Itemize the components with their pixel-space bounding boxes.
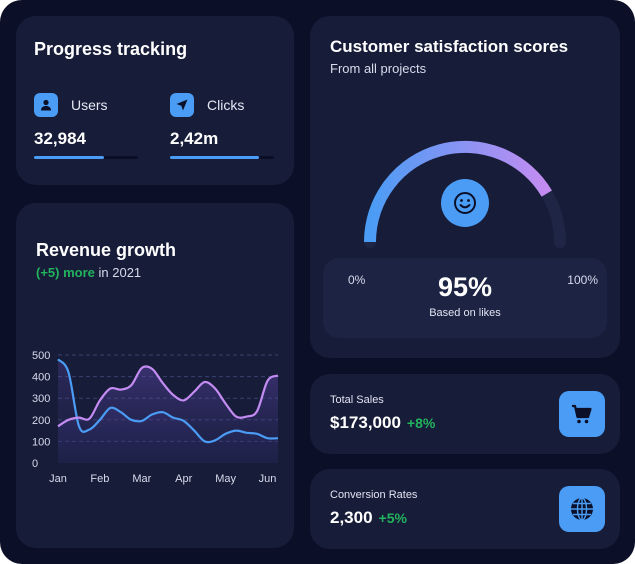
series-line-blue: [57, 358, 279, 444]
series-line-purple: [57, 365, 279, 428]
metric-label: Clicks: [207, 97, 245, 113]
y-tick-label: 300: [32, 393, 50, 405]
stat-change: +8%: [406, 415, 436, 431]
metric-value: 32,984: [34, 129, 86, 148]
cursor-arrow-icon: [170, 93, 194, 117]
stat-amount: 2,300: [330, 508, 373, 527]
cart-icon: [559, 391, 605, 437]
progress-tracking-card: Progress tracking Users 32,984 Clicks 2: [16, 16, 294, 185]
x-tick-label: May: [215, 473, 236, 485]
satisfaction-gauge: [364, 140, 566, 248]
revenue-line-chart: 500 400 300 200 100 0 Jan Feb Mar Apr May Jun: [32, 350, 279, 485]
metric-label: Users: [71, 97, 108, 113]
stat-label: Conversion Rates: [330, 489, 418, 501]
y-tick-label: 100: [32, 436, 50, 448]
total-sales-card: Total Sales $173,000 +8%: [310, 374, 620, 454]
metric-value: 2,42m: [170, 129, 219, 148]
score-panel: 0% 100% 95% Based on likes: [323, 258, 607, 338]
card-title: Progress tracking: [34, 39, 188, 59]
y-tick-label: 200: [32, 415, 50, 427]
gauge-min-label: 0%: [348, 273, 366, 287]
progress-bar: [170, 156, 274, 159]
user-icon: [34, 93, 58, 117]
card-title: Customer satisfaction scores: [330, 37, 569, 56]
score-note: Based on likes: [429, 307, 501, 319]
gauge-max-label: 100%: [567, 273, 598, 287]
card-title: Revenue growth: [36, 240, 177, 260]
y-tick-label: 0: [32, 458, 38, 470]
progress-fill: [34, 156, 104, 159]
progress-bar: [34, 156, 138, 159]
conversion-rates-card: Conversion Rates 2,300 +5%: [310, 469, 620, 549]
x-tick-label: Jan: [49, 473, 67, 485]
stat-value: $173,000 +8%: [330, 413, 435, 433]
x-tick-label: Apr: [175, 473, 192, 485]
stat-label: Total Sales: [330, 394, 384, 406]
y-tick-label: 500: [32, 350, 50, 362]
card-subtitle: From all projects: [330, 61, 427, 76]
stat-amount: $173,000: [330, 413, 401, 432]
y-tick-label: 400: [32, 372, 50, 384]
customer-satisfaction-card: Customer satisfaction scores From all pr…: [310, 16, 620, 358]
revenue-subtitle: (+5) more in 2021: [36, 265, 141, 280]
stat-value: 2,300 +5%: [330, 508, 407, 528]
gauge-value-arc: [364, 140, 552, 243]
revenue-growth-card: Revenue growth (+5) more in 2021 500 400 3…: [16, 203, 294, 548]
x-tick-label: Feb: [90, 473, 109, 485]
revenue-period: in 2021: [98, 265, 142, 280]
x-tick-label: Mar: [132, 473, 151, 485]
stat-change: +5%: [378, 510, 407, 526]
globe-icon: [559, 486, 605, 532]
progress-fill: [170, 156, 260, 159]
smiley-icon: [441, 179, 489, 227]
x-tick-label: Jun: [259, 473, 277, 485]
revenue-change: (+5) more: [36, 265, 95, 280]
satisfaction-score: 95%: [437, 272, 493, 302]
